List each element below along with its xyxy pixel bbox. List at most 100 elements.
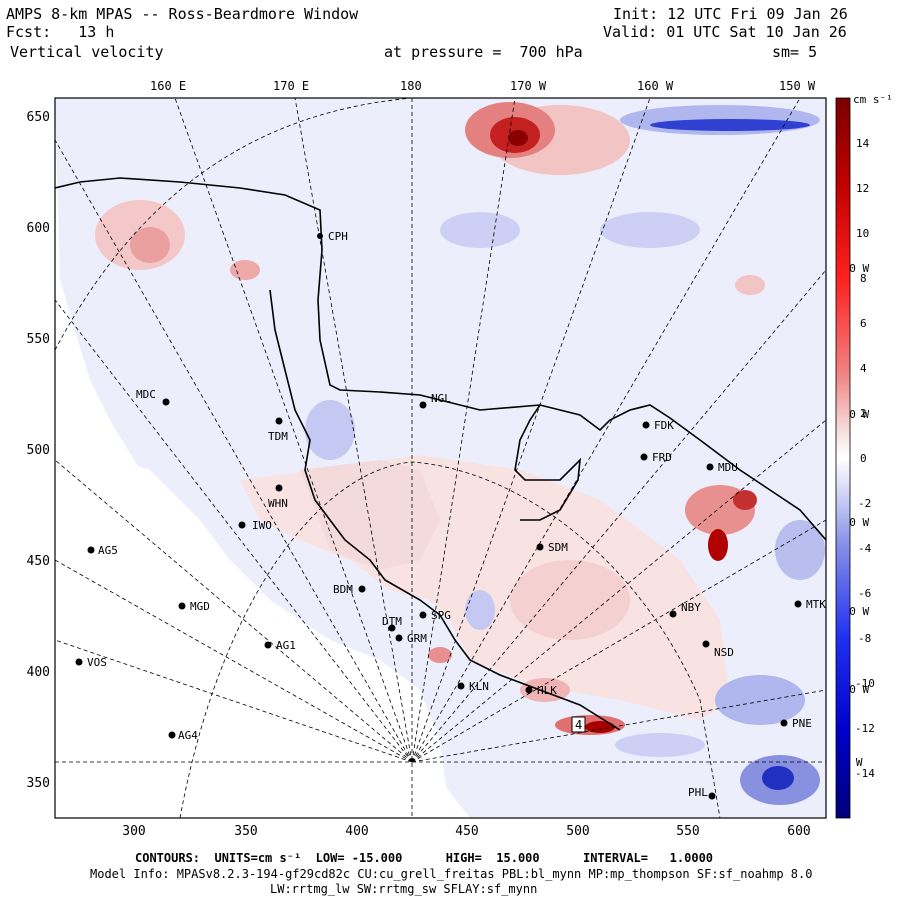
- station-marker: [642, 421, 650, 429]
- station-label-nsd: NSD: [714, 646, 734, 659]
- station-marker: [275, 417, 283, 425]
- station-marker: [178, 602, 186, 610]
- forecast-hour: Fcst: 13 h: [6, 23, 115, 41]
- lon-label-160e: 160 E: [150, 79, 186, 93]
- station-marker: [358, 585, 366, 593]
- station-marker: [702, 640, 710, 648]
- y-tick: 650: [27, 110, 50, 125]
- map-title: AMPS 8-km MPAS -- Ross-Beardmore Window: [6, 5, 359, 23]
- x-tick: 350: [234, 824, 257, 839]
- x-tick: 500: [566, 824, 589, 839]
- x-tick: 400: [345, 824, 368, 839]
- colorbar-tick: 0: [860, 452, 867, 465]
- station-marker: [419, 401, 427, 409]
- contour-units: cm s⁻¹: [257, 851, 302, 865]
- colorbar-tick: -12: [855, 722, 875, 735]
- station-label-pne: PNE: [792, 717, 812, 730]
- lon-label-180: 180: [400, 79, 422, 93]
- colorbar-tick: 14: [856, 137, 870, 150]
- station-marker: [388, 624, 396, 632]
- station-marker: [317, 233, 323, 239]
- lon-label-170e: 170 E: [273, 79, 309, 93]
- lon-label-150w: 150 W: [779, 79, 816, 93]
- colorbar-tick: 8: [860, 272, 867, 285]
- pressure-level: at pressure = 700 hPa: [384, 43, 583, 61]
- station-label-tdm: TDM: [268, 430, 288, 443]
- contour-info: CONTOURS: UNITS=cm s⁻¹ LOW= -15.000 HIGH…: [135, 849, 713, 867]
- station-label-cph: CPH: [328, 230, 348, 243]
- contour-high: HIGH= 15.000: [445, 851, 540, 865]
- station-label-ag4: AG4: [178, 729, 198, 742]
- station-marker: [780, 719, 788, 727]
- lon-labels: 160 E 170 E 180 170 W 160 W 150 W: [150, 79, 816, 93]
- station-label-kln: KLN: [469, 680, 489, 693]
- colorbar-tick: -14: [855, 767, 875, 780]
- colorbar: [835, 97, 851, 819]
- model-info-2: LW:rrtmg_lw SW:rrtmg_sw SFLAY:sf_mynn: [270, 882, 538, 896]
- smoothing-value: sm= 5: [772, 43, 818, 61]
- station-marker: [87, 546, 95, 554]
- station-label-hlk: HLK: [537, 684, 557, 697]
- colorbar-tick: -8: [858, 632, 871, 645]
- extremum-label: 4: [575, 718, 582, 732]
- lon-label-170w: 170 W: [510, 79, 547, 93]
- station-marker: [669, 610, 677, 618]
- stations: CPH NGL MDC TDM WHN IWO AG5 MGD BDM DTM …: [75, 230, 826, 800]
- station-label-mgd: MGD: [190, 600, 210, 613]
- colorbar-tick: -4: [858, 542, 872, 555]
- station-label-bdm: BDM: [333, 583, 353, 596]
- station-label-nby: NBY: [681, 601, 701, 614]
- y-tick: 600: [27, 221, 50, 236]
- colorbar-tick: 10: [856, 227, 869, 240]
- x-tick: 450: [455, 824, 478, 839]
- model-info: Model Info: MPASv8.2.3-194-gf29cd82c CU:…: [90, 867, 813, 881]
- field-name: Vertical velocity: [10, 43, 164, 61]
- x-axis: 300 350 400 450 500 550 600: [122, 824, 810, 839]
- station-label-iwo: IWO: [252, 519, 272, 532]
- station-label-sdm: SDM: [548, 541, 568, 554]
- station-marker: [264, 641, 272, 649]
- field-shading: [55, 98, 825, 818]
- x-tick: 600: [787, 824, 810, 839]
- station-marker: [640, 453, 648, 461]
- station-marker: [275, 484, 283, 492]
- station-marker: [162, 398, 170, 406]
- y-tick: 500: [27, 443, 50, 458]
- colorbar-tick: -2: [858, 497, 871, 510]
- station-marker: [75, 658, 83, 666]
- contours-prefix: CONTOURS: UNITS=: [135, 851, 258, 865]
- station-label-mtk: MTK: [806, 598, 826, 611]
- station-marker: [525, 686, 533, 694]
- y-axis: 650 600 550 500 450 400 350: [27, 110, 50, 791]
- station-label-ag1: AG1: [276, 639, 296, 652]
- station-marker: [395, 634, 403, 642]
- init-time: Init: 12 UTC Fri 09 Jan 26: [613, 5, 848, 23]
- colorbar-tick: 4: [860, 362, 867, 375]
- station-marker: [536, 543, 544, 551]
- station-marker: [708, 792, 716, 800]
- coastline: [55, 177, 826, 731]
- colorbar-units: cm s⁻¹: [853, 93, 893, 106]
- plot-frame: [54, 97, 827, 819]
- station-label-ag5: AG5: [98, 544, 118, 557]
- colorbar-tick: -10: [855, 677, 875, 690]
- contour-low: LOW= -15.000: [315, 851, 403, 865]
- contour-interval: INTERVAL= 1.0000: [582, 851, 714, 865]
- y-tick: 350: [27, 776, 50, 791]
- station-marker: [168, 731, 176, 739]
- station-marker: [457, 682, 465, 690]
- station-marker: [794, 600, 802, 608]
- station-label-whn: WHN: [268, 497, 288, 510]
- x-tick: 300: [122, 824, 145, 839]
- colorbar-tick: 12: [856, 182, 869, 195]
- station-marker: [419, 611, 427, 619]
- lon-label-160w: 160 W: [637, 79, 674, 93]
- station-label-vos: VOS: [87, 656, 107, 669]
- y-tick: 450: [27, 554, 50, 569]
- station-label-mdc: MDC: [136, 388, 156, 401]
- station-label-mdu: MDU: [718, 461, 738, 474]
- station-label-grm: GRM: [407, 632, 427, 645]
- y-tick: 550: [27, 332, 50, 347]
- colorbar-tick: 2: [860, 407, 867, 420]
- x-tick: 550: [676, 824, 699, 839]
